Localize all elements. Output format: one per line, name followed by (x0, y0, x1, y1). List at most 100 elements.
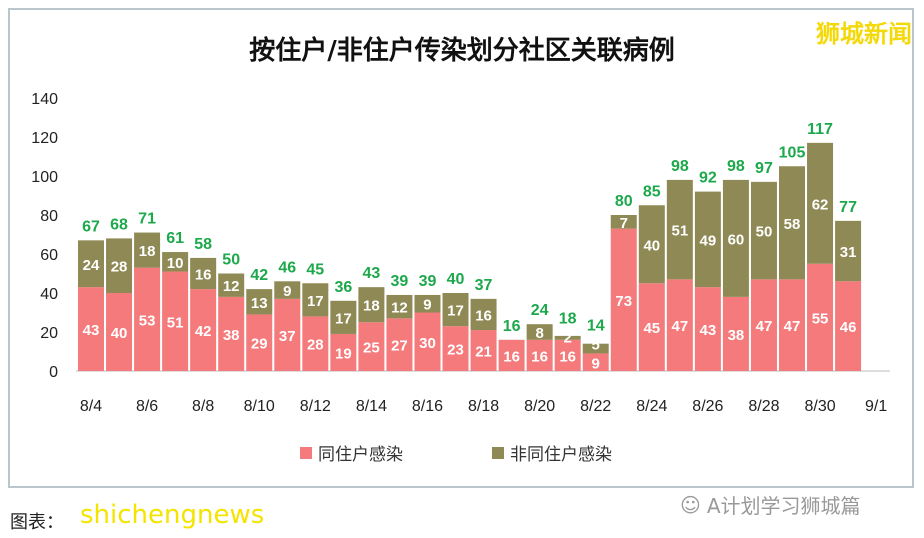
y-tick-label: 140 (31, 91, 58, 108)
data-label-other: 28 (111, 259, 128, 276)
x-tick-label: 8/22 (580, 398, 611, 415)
data-label-total: 40 (447, 271, 465, 288)
bar-other-household (134, 232, 161, 268)
bar-same-household (666, 279, 693, 371)
legend-item-other: 非同住户感染 (492, 440, 612, 465)
x-tick-label: 8/8 (192, 398, 214, 415)
legend-item-same: 同住户感染 (300, 440, 403, 465)
data-label-other: 9 (423, 297, 431, 314)
y-tick-label: 0 (49, 364, 58, 381)
data-label-same: 51 (167, 314, 184, 331)
data-label-total: 117 (807, 121, 833, 138)
bar-other-household (274, 281, 301, 299)
data-label-total: 46 (278, 259, 296, 276)
bar-other-household (666, 179, 693, 280)
bar-same-household (106, 293, 133, 371)
bar-other-household (638, 205, 665, 284)
data-label-same: 38 (223, 327, 240, 344)
bar-same-household (554, 339, 581, 371)
x-tick-label: 8/20 (524, 398, 555, 415)
data-label-same: 47 (756, 318, 773, 335)
bar-other-household (779, 166, 805, 280)
data-label-other: 2 (564, 329, 572, 346)
data-label-other: 17 (447, 303, 464, 320)
chart-credit: 图表： (10, 512, 64, 533)
data-label-total: 39 (391, 273, 409, 290)
bar-other-household (526, 324, 553, 340)
data-label-total: 42 (250, 267, 268, 284)
x-tick-label: 8/12 (300, 398, 331, 415)
bar-same-household (78, 287, 104, 371)
bar-other-household (807, 142, 834, 264)
data-label-same: 43 (700, 322, 717, 339)
data-label-same: 42 (195, 323, 212, 340)
bar-same-household (470, 330, 497, 371)
bar-other-household (246, 289, 273, 315)
x-tick-label: 8/4 (80, 398, 102, 415)
x-tick-label: 8/28 (748, 398, 779, 415)
bar-same-household (302, 316, 329, 371)
x-tick-label: 8/18 (468, 398, 499, 415)
data-label-other: 49 (700, 232, 717, 249)
bar-other-household (106, 238, 133, 293)
data-label-same: 29 (251, 336, 268, 353)
data-label-same: 45 (643, 320, 660, 337)
bar-other-household (582, 343, 609, 354)
data-label-other: 17 (335, 310, 352, 327)
data-label-total: 50 (222, 252, 240, 269)
bar-other-household (386, 294, 413, 319)
data-label-other: 16 (195, 267, 212, 284)
x-tick-label: 8/26 (692, 398, 723, 415)
y-tick-label: 80 (40, 208, 58, 225)
bar-other-household (358, 287, 385, 323)
bar-same-household (414, 312, 441, 371)
legend-label: 同住户感染 (318, 445, 403, 465)
data-label-other: 50 (756, 224, 773, 241)
data-label-same: 23 (447, 342, 464, 359)
bar-same-household (750, 279, 777, 371)
x-tick-label: 8/10 (244, 398, 275, 415)
data-label-other: 5 (592, 336, 600, 353)
data-label-same: 9 (592, 355, 600, 372)
wechat-icon: ☺ (680, 492, 701, 517)
bar-other-household (330, 300, 357, 334)
bar-other-household (414, 294, 441, 313)
bar-same-household (246, 314, 273, 371)
bar-same-household (638, 283, 665, 371)
data-label-total: 68 (110, 216, 128, 233)
data-label-other: 17 (307, 293, 324, 310)
x-tick-label: 8/6 (136, 398, 158, 415)
data-label-total: 36 (334, 279, 352, 296)
data-label-total: 97 (755, 160, 773, 177)
bar-same-household (134, 267, 161, 371)
bar-other-household (78, 240, 104, 288)
wechat-name: A计划学习狮城篇 (706, 494, 861, 518)
data-label-total: 98 (727, 158, 745, 175)
bar-same-household (386, 318, 413, 371)
bar-other-household (610, 215, 637, 229)
data-label-total: 77 (839, 199, 857, 216)
bar-other-household (722, 179, 749, 297)
bar-other-household (302, 283, 329, 317)
bar-same-household (526, 339, 553, 371)
data-label-total: 71 (138, 211, 156, 228)
data-label-other: 8 (535, 325, 543, 342)
bar-same-household (274, 298, 301, 371)
data-label-total: 37 (475, 277, 493, 294)
wechat-account: ☺ A计划学习狮城篇 (680, 490, 861, 519)
data-label-other: 40 (643, 237, 660, 254)
bar-other-household (470, 298, 497, 331)
y-tick-label: 40 (40, 286, 58, 303)
x-tick-label: 8/16 (412, 398, 443, 415)
data-label-other: 58 (784, 216, 801, 233)
data-label-total: 16 (503, 318, 521, 335)
y-tick-label: 20 (40, 325, 58, 342)
data-label-other: 16 (475, 307, 492, 324)
bar-same-household (330, 333, 357, 371)
bar-same-household (807, 263, 834, 371)
x-tick-label: 8/14 (356, 398, 387, 415)
bar-other-household (190, 257, 217, 290)
x-tick-label: 8/24 (636, 398, 667, 415)
bar-same-household (582, 353, 609, 371)
data-label-total: 45 (306, 261, 324, 278)
